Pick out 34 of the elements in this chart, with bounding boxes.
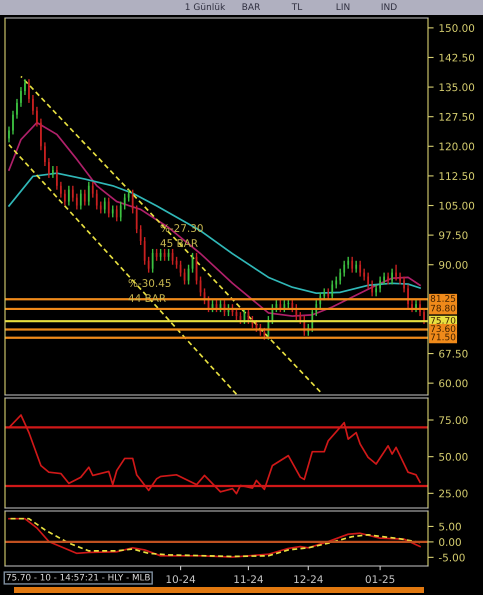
annotation: 44 BAR <box>128 294 166 302</box>
y-tick-label: -5.00 <box>438 554 465 562</box>
ref-line-label: 81.25 <box>430 295 456 302</box>
x-tick-label: 01-25 <box>366 575 394 584</box>
x-tick-label: 10-24 <box>166 575 196 584</box>
y-tick-label: 60.00 <box>439 379 468 388</box>
y-tick-label: 150.00 <box>440 24 474 32</box>
y-tick-label: 67.50 <box>439 350 468 358</box>
y-tick-label: 127.50 <box>440 112 474 121</box>
annotation: %-30.45 <box>128 279 171 288</box>
text: IND <box>382 3 397 10</box>
ref-line-label: 75.70 <box>430 316 456 324</box>
y-tick-label: 50.00 <box>439 452 468 461</box>
text: BAR <box>242 3 260 10</box>
y-tick-label: 90.00 <box>439 260 468 269</box>
ref-line-label: 73.60 <box>430 325 456 332</box>
ref-line-label: 78.80 <box>430 304 456 312</box>
y-tick-label: 5.00 <box>439 522 461 531</box>
ref-line-label: 71.50 <box>430 334 456 340</box>
text: TL <box>292 3 302 10</box>
y-tick-label: 0.00 <box>439 538 461 546</box>
y-tick-label: 105.00 <box>440 202 474 210</box>
y-tick-label: 112.50 <box>440 172 474 180</box>
y-tick-label: 75.00 <box>439 416 468 424</box>
y-tick-label: 97.50 <box>439 231 468 240</box>
y-tick-label: 25.00 <box>439 490 468 498</box>
text: 75.70 - 10 - 14:57:21 - HLY - MLB <box>6 574 150 581</box>
x-tick-label: 12-24 <box>294 575 323 583</box>
y-tick-label: 142.50 <box>440 54 474 62</box>
y-tick-label: 135.00 <box>440 83 474 92</box>
x-tick-label: 11-24 <box>234 575 263 583</box>
text: LIN <box>336 3 350 10</box>
text: 1 Günlük <box>186 3 226 10</box>
y-tick-label: 120.00 <box>440 142 474 150</box>
